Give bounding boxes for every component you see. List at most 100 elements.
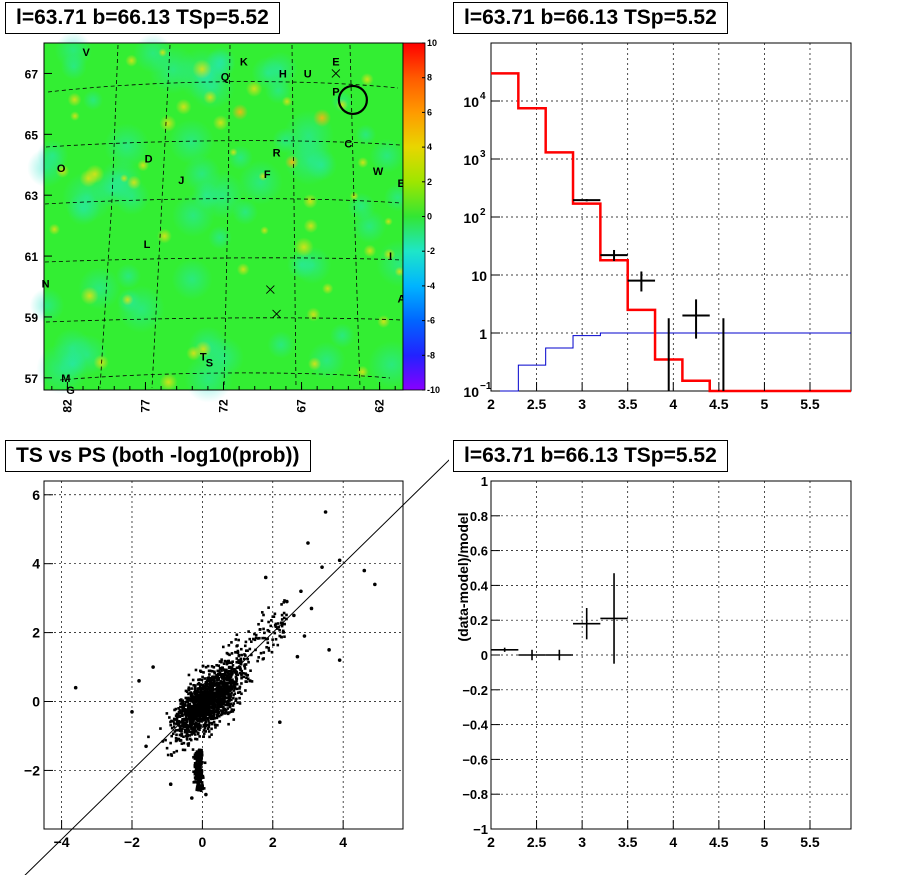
scatter-point: [175, 733, 178, 737]
scatter-point: [278, 720, 282, 724]
scatter-point: [215, 716, 219, 720]
scatter-point: [229, 669, 233, 673]
scatter-point: [187, 742, 191, 745]
scatter-point: [220, 669, 223, 672]
map-texture-blob: [302, 193, 318, 209]
scatter-point: [240, 676, 243, 680]
map-source-label: S: [206, 358, 213, 370]
scatter-point: [187, 673, 191, 677]
scatter-point: [199, 763, 202, 767]
scatter-point: [285, 599, 289, 604]
scatter-point: [248, 637, 252, 641]
map-texture-blob: [284, 135, 335, 186]
scatter-point: [198, 724, 201, 728]
map-texture-blob: [258, 171, 268, 181]
scatter-point: [270, 650, 274, 654]
scatter-point: [193, 686, 197, 690]
scatter-point: [238, 702, 242, 705]
scatter-point: [231, 668, 234, 671]
scatter-point: [182, 705, 186, 709]
scatter-point: [282, 630, 286, 634]
scatter-point: [221, 666, 224, 670]
scatter-point: [230, 691, 233, 695]
scatter-point: [190, 700, 193, 703]
scatter-point: [210, 722, 214, 726]
scatter-point: [234, 638, 238, 641]
scatter-point: [240, 682, 243, 685]
map-texture-blob: [159, 115, 177, 132]
scatter-point: [226, 676, 230, 679]
map-texture-blob: [192, 59, 212, 80]
map-texture-blob: [60, 53, 87, 80]
scatter-point: [211, 699, 214, 702]
scatter-point: [200, 678, 204, 682]
scatter-point: [221, 677, 224, 680]
scatter-point: [244, 689, 247, 692]
scatter-point: [195, 724, 199, 728]
scatter-point: [187, 696, 190, 700]
scatter-point: [224, 673, 227, 676]
scatter-point: [169, 753, 173, 756]
scatter-point: [199, 683, 202, 686]
scatter-point: [217, 704, 221, 707]
scatter-point: [199, 714, 203, 717]
scatter-point: [199, 766, 202, 770]
map-texture-blob: [229, 148, 238, 157]
scatter-point: [181, 727, 184, 731]
scatter-point: [283, 599, 286, 602]
scatter-point: [218, 660, 222, 663]
map-texture-blob: [203, 49, 235, 81]
scatter-point: [201, 698, 205, 702]
scatter-point: [215, 681, 219, 684]
scatter-point: [224, 682, 228, 686]
scatter-point: [235, 697, 238, 701]
scatter-point: [222, 668, 226, 671]
scatter-point: [200, 718, 203, 721]
histogram-y-tick-label: 10: [463, 210, 479, 226]
scatter-point: [234, 681, 238, 684]
scatter-point: [266, 641, 270, 645]
scatter-point: [196, 697, 200, 700]
map-texture-blob: [203, 90, 218, 105]
scatter-point: [205, 713, 209, 716]
scatter-point: [199, 789, 203, 793]
scatter-point: [219, 699, 223, 703]
scatter-point: [228, 653, 231, 657]
ratio-y-tick-label: −1: [473, 822, 488, 837]
scatter-point: [197, 778, 200, 782]
scatter-point: [234, 670, 238, 673]
scatter-point: [282, 601, 286, 604]
ratio-y-ticks: 1 0.8 0.6 0.4 0.2 0 −0.2 −0.4 −0.6 −0.8 −1: [462, 474, 500, 837]
scatter-point: [234, 675, 238, 679]
scatter-point: [207, 723, 211, 726]
scatter-point: [189, 730, 192, 734]
scatter-point: [182, 709, 185, 713]
scatter-point: [206, 664, 210, 668]
scatter-point: [175, 729, 178, 732]
scatter-point: [198, 758, 202, 762]
scatter-point: [215, 691, 218, 695]
map-source-label: D: [145, 154, 153, 166]
scatter-point: [195, 762, 198, 765]
scatter-y-tick-label: 2: [32, 625, 40, 641]
scatter-point: [232, 708, 236, 712]
scatter-point: [217, 693, 221, 697]
sky-map-title: l=63.71 b=66.13 TSp=5.52: [5, 2, 280, 34]
histogram-y-tick-label: 1: [479, 326, 487, 342]
scatter-point: [190, 716, 194, 719]
scatter-point: [202, 718, 205, 722]
scatter-point: [270, 619, 273, 622]
map-source-label: G: [66, 385, 75, 397]
scatter-point: [185, 732, 189, 736]
histogram-y-tick-exponent: 3: [480, 149, 486, 160]
scatter-point: [244, 649, 248, 653]
scatter-point: [190, 687, 193, 690]
scatter-point: [201, 776, 205, 779]
map-cross-marker: [272, 309, 281, 319]
scatter-point: [197, 687, 201, 691]
scatter-point: [222, 707, 225, 711]
map-source-label: A: [397, 294, 405, 306]
scatter-point: [202, 671, 205, 674]
map-texture-blob: [363, 244, 377, 258]
